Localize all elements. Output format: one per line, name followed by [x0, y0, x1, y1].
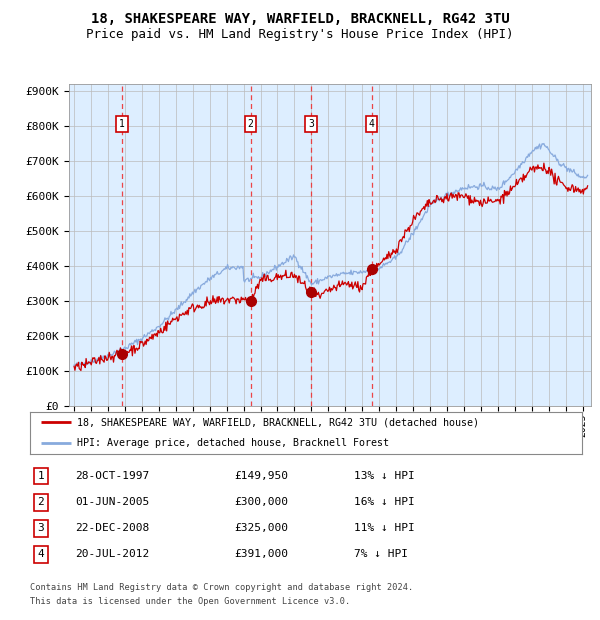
Text: 7% ↓ HPI: 7% ↓ HPI — [354, 549, 408, 559]
Text: 1: 1 — [37, 471, 44, 481]
Text: 01-JUN-2005: 01-JUN-2005 — [75, 497, 149, 507]
Text: 1: 1 — [119, 119, 125, 129]
Text: 22-DEC-2008: 22-DEC-2008 — [75, 523, 149, 533]
Text: Price paid vs. HM Land Registry's House Price Index (HPI): Price paid vs. HM Land Registry's House … — [86, 29, 514, 41]
Text: £300,000: £300,000 — [234, 497, 288, 507]
Text: 28-OCT-1997: 28-OCT-1997 — [75, 471, 149, 481]
Text: 11% ↓ HPI: 11% ↓ HPI — [354, 523, 415, 533]
Text: 16% ↓ HPI: 16% ↓ HPI — [354, 497, 415, 507]
Text: £391,000: £391,000 — [234, 549, 288, 559]
Text: 4: 4 — [368, 119, 374, 129]
Text: HPI: Average price, detached house, Bracknell Forest: HPI: Average price, detached house, Brac… — [77, 438, 389, 448]
Text: 3: 3 — [37, 523, 44, 533]
Text: 20-JUL-2012: 20-JUL-2012 — [75, 549, 149, 559]
Text: This data is licensed under the Open Government Licence v3.0.: This data is licensed under the Open Gov… — [30, 597, 350, 606]
Text: 18, SHAKESPEARE WAY, WARFIELD, BRACKNELL, RG42 3TU (detached house): 18, SHAKESPEARE WAY, WARFIELD, BRACKNELL… — [77, 417, 479, 427]
Text: Contains HM Land Registry data © Crown copyright and database right 2024.: Contains HM Land Registry data © Crown c… — [30, 583, 413, 592]
Text: 18, SHAKESPEARE WAY, WARFIELD, BRACKNELL, RG42 3TU: 18, SHAKESPEARE WAY, WARFIELD, BRACKNELL… — [91, 12, 509, 25]
Text: £149,950: £149,950 — [234, 471, 288, 481]
Text: 13% ↓ HPI: 13% ↓ HPI — [354, 471, 415, 481]
Text: 2: 2 — [248, 119, 254, 129]
Text: £325,000: £325,000 — [234, 523, 288, 533]
Text: 4: 4 — [37, 549, 44, 559]
Text: 2: 2 — [37, 497, 44, 507]
Text: 3: 3 — [308, 119, 314, 129]
